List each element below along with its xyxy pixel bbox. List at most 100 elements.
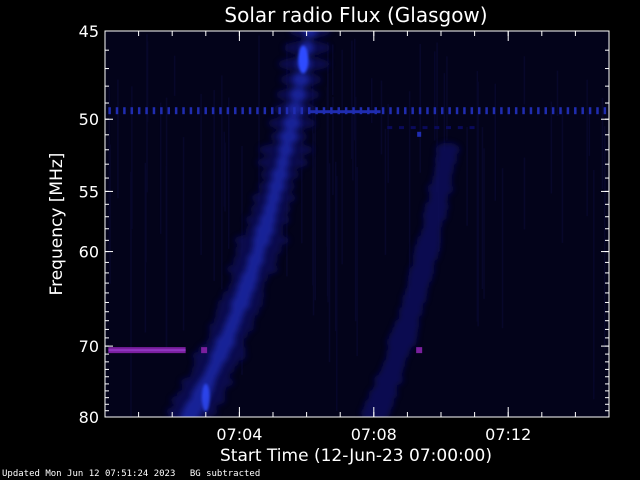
- interference-dash: [477, 107, 481, 115]
- texture-streak: [334, 161, 337, 332]
- interference-dash: [123, 107, 126, 115]
- interference-dash: [115, 107, 119, 115]
- texture-streak: [601, 97, 604, 190]
- interference-subdash: [387, 126, 393, 130]
- interference-dash: [603, 107, 607, 115]
- interference-dash: [381, 107, 385, 115]
- interference-dash: [241, 107, 244, 115]
- burst-blob: [268, 179, 285, 194]
- texture-streak: [117, 79, 119, 199]
- burst-blob: [289, 87, 307, 102]
- texture-streak: [173, 55, 176, 96]
- y-tick-label: 70: [79, 337, 99, 356]
- interference-dash: [197, 107, 200, 115]
- interference-dash: [596, 107, 599, 115]
- x-tick-label: 07:04: [216, 425, 262, 444]
- interference-subdash: [469, 126, 475, 130]
- interference-dash: [581, 107, 584, 115]
- texture-streak: [109, 144, 111, 284]
- burst-blob: [434, 152, 458, 167]
- interference-dash: [433, 107, 437, 115]
- interference-70-5: [108, 347, 423, 354]
- texture-streak: [356, 166, 358, 357]
- texture-streak: [550, 101, 553, 194]
- interference-dash: [263, 107, 267, 115]
- interference-dash: [278, 107, 281, 115]
- interference-dash: [574, 107, 577, 115]
- y-axis-label: Frequency [MHz]: [47, 153, 67, 296]
- texture-streak: [312, 133, 315, 316]
- texture-streak: [466, 126, 468, 226]
- texture-streak: [130, 171, 132, 417]
- texture-streak: [434, 51, 436, 141]
- interference-dash: [285, 107, 289, 115]
- interference-dash: [219, 107, 222, 115]
- interference-dash: [404, 107, 407, 115]
- interference-subdash: [399, 126, 404, 130]
- status-footer: Updated Mon Jun 12 07:51:24 2023 BG subt…: [2, 469, 269, 479]
- burst-blob: [259, 212, 277, 227]
- interference-dash: [226, 107, 230, 115]
- texture-streak: [593, 170, 595, 400]
- texture-streak: [481, 127, 484, 290]
- texture-streak: [523, 56, 526, 105]
- texture-streak: [561, 110, 564, 243]
- interference-dash: [108, 107, 111, 115]
- texture-streak: [380, 80, 383, 155]
- burst-blob: [266, 190, 282, 205]
- texture-streak: [477, 81, 479, 327]
- burst-tip-blob: [298, 45, 309, 74]
- chart-title: Solar radio Flux (Glasgow): [224, 3, 487, 27]
- texture-streak: [341, 49, 343, 265]
- plot-frame: [104, 30, 610, 418]
- texture-streak: [354, 96, 357, 322]
- interference-subdot: [417, 131, 422, 137]
- interference-dash: [189, 107, 193, 115]
- texture-streak: [223, 131, 225, 207]
- interference-dash: [182, 107, 185, 115]
- texture-streak: [352, 115, 354, 181]
- interference-bar: [309, 110, 381, 114]
- interference-dash: [211, 107, 215, 115]
- texture-streak: [588, 108, 591, 156]
- texture-streak: [200, 93, 202, 255]
- texture-streak: [213, 90, 215, 281]
- interference-dash: [174, 107, 178, 115]
- texture-streak: [384, 128, 387, 255]
- interference-dash: [470, 107, 474, 115]
- texture-streak: [331, 44, 334, 96]
- interference-dash: [204, 107, 207, 115]
- interference-dash: [588, 107, 592, 115]
- burst-blob: [292, 72, 310, 87]
- texture-streak: [353, 38, 356, 141]
- burst-blob: [278, 142, 294, 157]
- interference-dash: [248, 107, 252, 115]
- interference-dash: [270, 107, 274, 115]
- texture-streak: [556, 70, 559, 117]
- texture-streak: [182, 137, 185, 331]
- interference-dash: [160, 107, 163, 115]
- interference-dash: [492, 107, 496, 115]
- burst-base-blob: [201, 383, 210, 412]
- texture-streak: [476, 71, 479, 322]
- interference-dash: [455, 107, 459, 115]
- texture-streak: [446, 56, 448, 141]
- y-tick-label: 55: [79, 182, 99, 201]
- interference-subdash: [446, 126, 452, 130]
- y-tick-label: 60: [79, 243, 99, 262]
- interference-subdash: [457, 126, 463, 130]
- y-tick-label: 45: [79, 22, 99, 41]
- x-tick-label: 07:08: [351, 425, 397, 444]
- burst-blob: [263, 202, 279, 217]
- texture-streak: [336, 176, 338, 411]
- x-tick-label: 07:12: [485, 425, 531, 444]
- interference-dash: [167, 107, 170, 115]
- texture-streak: [332, 96, 334, 195]
- interference-dot: [416, 347, 423, 354]
- interference-dash: [256, 107, 259, 115]
- texture-streak: [328, 163, 331, 363]
- interference-dash: [448, 107, 451, 115]
- texture-streak: [224, 142, 226, 212]
- y-tick-label: 80: [79, 408, 99, 427]
